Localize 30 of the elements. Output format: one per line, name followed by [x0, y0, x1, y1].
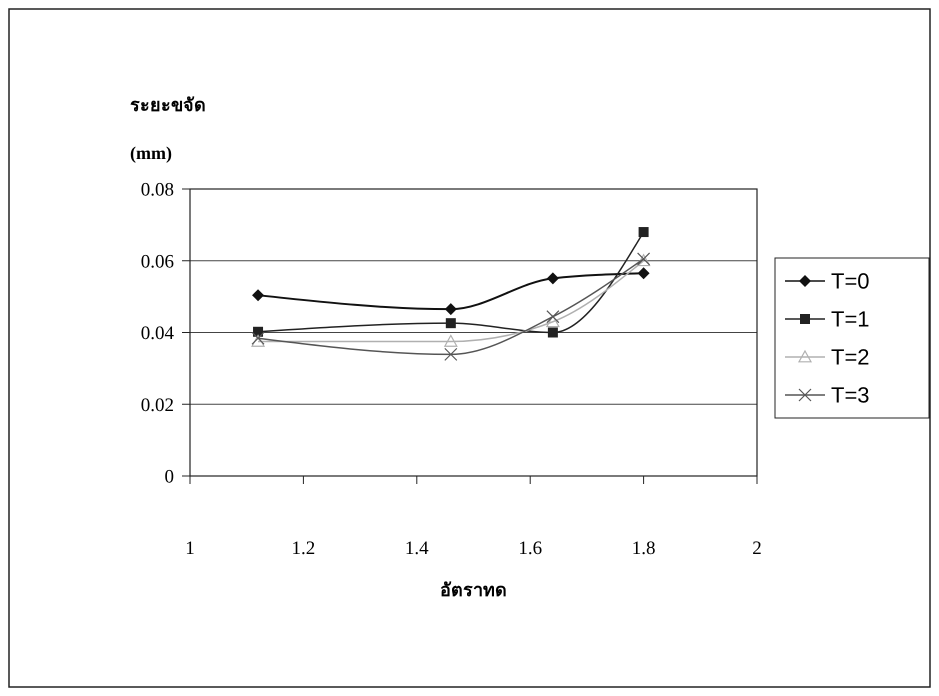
- y-tick-label: 0.02: [140, 394, 174, 416]
- y-tick-label: 0.08: [140, 180, 174, 201]
- point: [444, 348, 458, 361]
- y-tick-label: 0: [164, 466, 174, 488]
- x-tick-label: 1: [185, 538, 195, 559]
- point: [546, 272, 559, 284]
- legend-label: T=0: [831, 268, 870, 294]
- point: [444, 334, 458, 347]
- point: [446, 318, 456, 328]
- x-tick-label: 2: [752, 538, 762, 559]
- point: [546, 310, 560, 324]
- text: ระยะขจัด (mm): [130, 95, 206, 163]
- x-tick-label: 1.8: [632, 538, 656, 559]
- point: [638, 267, 650, 280]
- x-tick-label: 1.4: [404, 538, 430, 559]
- x-axis-title: อัตราทด: [440, 580, 507, 601]
- y-tick-label: 0.04: [140, 323, 174, 344]
- legend-label: T=2: [831, 344, 870, 370]
- point: [252, 289, 264, 302]
- point: [251, 332, 265, 345]
- y-tick-label: 0.06: [140, 251, 174, 272]
- point: [548, 328, 558, 338]
- legend-label: T=3: [831, 382, 870, 408]
- point: [546, 315, 560, 328]
- legend-label: T=1: [831, 306, 870, 332]
- point: [444, 303, 457, 316]
- x-tick-label: 1.2: [292, 538, 316, 559]
- point: [251, 334, 265, 347]
- point: [638, 227, 649, 238]
- x-tick-label: 1.6: [518, 538, 542, 559]
